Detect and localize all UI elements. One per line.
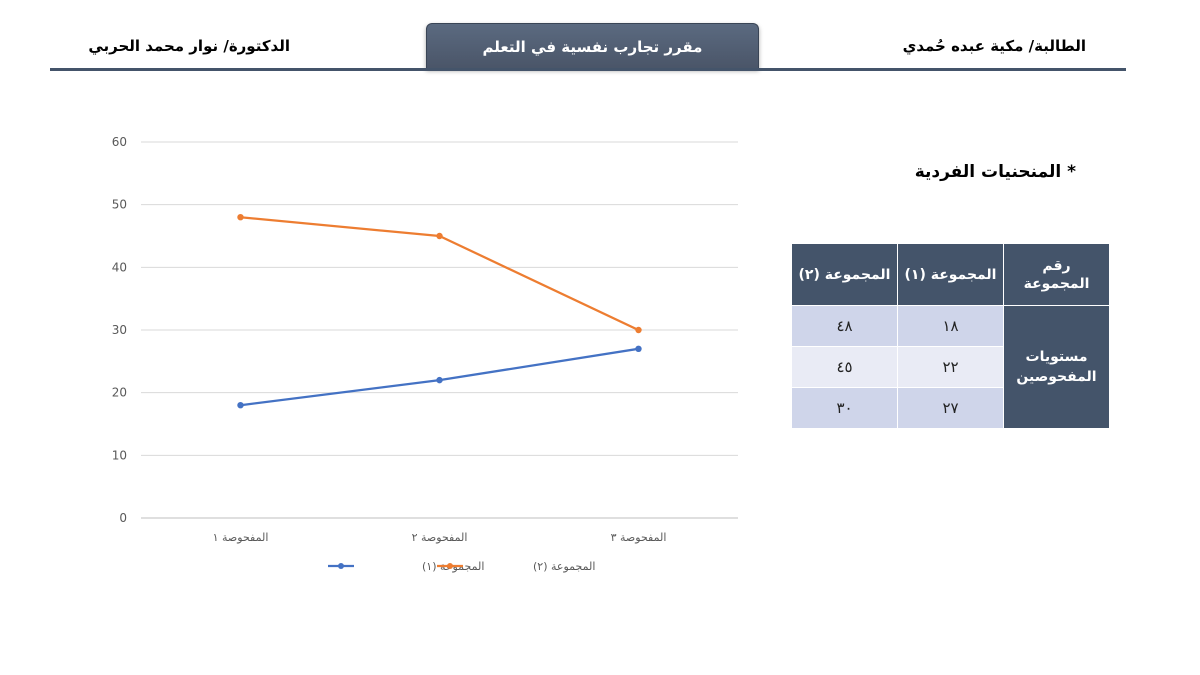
chart-gridlines — [141, 141, 738, 519]
series-1 — [237, 345, 642, 409]
chart-legend: المجموعة (١)المجموعة (٢) — [328, 560, 595, 573]
data-point — [436, 376, 443, 384]
data-point — [237, 214, 244, 221]
section-title: * المنحنيات الفردية — [914, 162, 1076, 182]
chart-x-ticks: المفحوصة ١ المفحوصة ٢ المفحوصة ٣ — [213, 531, 667, 544]
data-table: رقم المجموعة المجموعة (١) المجموعة (٢) م… — [791, 243, 1110, 429]
x-tick-label: المفحوصة ٣ — [611, 531, 667, 544]
y-tick-label: 0 — [119, 511, 127, 525]
y-tick-label: 30 — [112, 323, 127, 337]
data-point — [635, 326, 642, 334]
y-tick-label: 20 — [112, 386, 127, 400]
cell-g2-r3: ٣٠ — [791, 387, 898, 429]
data-point — [436, 232, 443, 240]
chart-y-ticks: 0 10 20 30 40 50 60 — [112, 135, 127, 525]
series-2 — [237, 214, 642, 334]
course-title: مقرر تجارب نفسية في التعلم — [482, 37, 703, 56]
header-group-2: المجموعة (٢) — [791, 243, 898, 306]
data-point — [635, 345, 642, 352]
row-label: مستويات المفحوصين — [1003, 305, 1110, 429]
cell-g2-r2: ٤٥ — [791, 346, 898, 388]
x-tick-label: المفحوصة ١ — [213, 531, 269, 544]
cell-g1-r3: ٢٧ — [897, 387, 1004, 429]
doctor-name: الدكتورة/ نوار محمد الحربي — [88, 37, 290, 55]
table-row: مستويات المفحوصين ١٨ ٤٨ — [791, 305, 1110, 429]
cell-g1-r2: ٢٢ — [897, 346, 1004, 388]
cell-g2-r1: ٤٨ — [791, 305, 898, 347]
table-row: ٢٢ ٤٥ — [791, 346, 1110, 388]
y-tick-label: 40 — [112, 260, 127, 274]
header-divider — [50, 68, 1126, 71]
cell-g1-r1: ١٨ — [897, 305, 1004, 347]
legend-swatch-marker — [338, 563, 344, 569]
y-tick-label: 60 — [112, 135, 127, 149]
table-header-row: رقم المجموعة المجموعة (١) المجموعة (٢) — [791, 243, 1110, 306]
legend-label: المجموعة (٢) — [533, 560, 595, 573]
course-title-tab: مقرر تجارب نفسية في التعلم — [426, 23, 759, 69]
header-group-number: رقم المجموعة — [1003, 243, 1110, 306]
y-tick-label: 50 — [112, 198, 127, 212]
chart-series — [237, 214, 642, 409]
legend-entry: المجموعة (٢) — [437, 560, 595, 573]
table-row: ٢٧ ٣٠ — [791, 387, 1110, 429]
data-point — [237, 402, 244, 409]
y-tick-label: 10 — [112, 448, 127, 462]
legend-swatch-marker — [447, 563, 453, 569]
x-tick-label: المفحوصة ٢ — [412, 531, 468, 544]
student-name: الطالبة/ مكية عبده حُمدي — [902, 37, 1086, 55]
header-group-1: المجموعة (١) — [897, 243, 1004, 306]
